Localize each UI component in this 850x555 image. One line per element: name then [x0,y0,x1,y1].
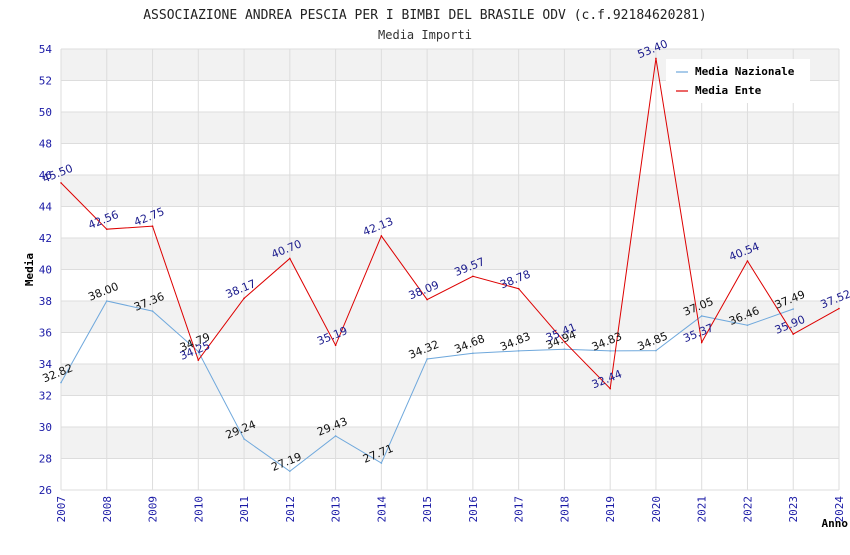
data-point [472,352,474,355]
y-tick-label: 40 [39,264,52,277]
x-tick-label: 2018 [558,496,571,523]
x-tick-label: 2013 [330,496,343,523]
data-point [472,275,474,278]
x-tick-label: 2023 [787,496,800,523]
data-point [105,228,108,230]
y-tick-label: 50 [39,106,52,119]
plot-band [61,206,839,238]
data-point [563,348,566,350]
plot-band [61,143,839,175]
x-tick-label: 2017 [513,496,526,523]
y-tick-label: 30 [39,421,52,434]
chart-subtitle: Media Importi [378,28,472,42]
data-point [700,341,703,344]
y-tick-label: 26 [39,484,52,497]
data-point [563,340,566,343]
data-point [655,57,657,60]
data-point [517,350,520,352]
plot-band [61,175,839,207]
data-point [197,350,200,353]
y-axis-label: Media [23,253,36,286]
x-tick-label: 2020 [650,496,663,523]
plot-band [61,395,839,427]
data-point [792,333,795,335]
y-tick-label: 42 [39,232,52,245]
data-point [609,350,611,352]
data-point [289,470,291,473]
data-point [609,387,611,390]
data-point [151,310,154,312]
legend: Media Nazionale Media Ente [666,59,810,103]
data-point [334,344,337,347]
x-axis-ticks: 2007 2008 2009 2010 2011 2012 2013 2014 2015 2016… [55,496,846,523]
data-point [517,287,520,290]
legend-box [666,59,810,103]
y-tick-label: 46 [39,169,52,182]
grid-lines [60,48,840,491]
y-tick-label: 28 [39,453,52,466]
x-tick-label: 2010 [192,496,205,523]
plot-band [61,112,839,144]
x-axis-label: Anno [822,517,849,530]
data-point [426,358,428,360]
y-tick-label: 36 [39,327,52,340]
series-layer [60,57,840,473]
plot-band [61,364,839,396]
data-point [746,260,749,262]
data-point [655,349,657,352]
legend-entry-media-ente: Media Ente [695,84,762,97]
data-point [60,381,62,384]
y-tick-label: 52 [39,75,52,88]
x-tick-label: 2024 [833,496,846,523]
x-tick-label: 2011 [238,496,251,523]
x-tick-label: 2009 [147,496,160,523]
y-tick-label: 32 [39,390,52,403]
x-tick-label: 2007 [55,496,68,523]
data-point [700,315,703,317]
x-tick-label: 2022 [741,496,754,523]
x-tick-label: 2012 [284,496,297,523]
plot-band [61,269,839,301]
x-tick-label: 2016 [467,496,480,523]
y-tick-label: 44 [39,201,53,214]
data-point [380,235,383,237]
y-axis-ticks: 26 28 30 32 34 36 38 40 42 44 46 48 50 52 54 [39,43,53,497]
data-point [334,435,337,437]
data-point [60,182,62,184]
data-point [838,307,840,310]
data-point [105,300,108,302]
data-point [380,462,383,464]
plot-band [61,427,839,459]
y-tick-label: 34 [39,358,53,371]
data-point [792,308,795,310]
legend-entry-media-nazionale: Media Nazionale [695,65,795,78]
data-point [746,324,749,327]
y-tick-label: 48 [39,138,52,151]
data-point [243,438,245,440]
x-tick-label: 2015 [421,496,434,523]
x-tick-label: 2008 [101,496,114,523]
x-tick-label: 2021 [696,496,709,523]
plot-band [61,301,839,333]
plot-band [61,332,839,364]
y-tick-label: 54 [39,43,53,56]
data-point [426,298,428,301]
data-point [289,257,291,260]
series-line-media-ente [60,58,840,390]
data-point [151,225,154,227]
data-point [243,297,245,300]
data-point [197,359,200,361]
x-tick-label: 2014 [375,496,388,523]
y-tick-label: 38 [39,295,52,308]
x-tick-label: 2019 [604,496,617,523]
plot-band [61,238,839,270]
plot-bands [61,49,839,490]
plot-band [61,458,839,490]
chart-title: ASSOCIAZIONE ANDREA PESCIA PER I BIMBI D… [143,8,707,23]
